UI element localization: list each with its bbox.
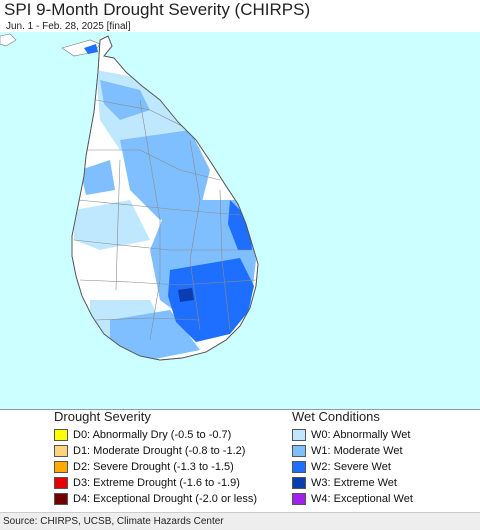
legend-item-d4: D4: Exceptional Drought (-2.0 or less)	[54, 491, 257, 507]
legend-label: D3: Extreme Drought (-1.6 to -1.9)	[73, 477, 240, 489]
legend: Drought Severity D0: Abnormally Dry (-0.…	[0, 409, 480, 512]
legend-label: W0: Abnormally Wet	[311, 429, 411, 441]
wet-anomaly-layer	[74, 70, 256, 360]
wet-legend: Wet Conditions W0: Abnormally Wet W1: Mo…	[292, 409, 413, 507]
swatch-w3	[292, 477, 306, 489]
legend-label: W4: Exceptional Wet	[311, 493, 413, 505]
legend-item-d3: D3: Extreme Drought (-1.6 to -1.9)	[54, 475, 257, 491]
legend-label: W1: Moderate Wet	[311, 445, 403, 457]
legend-item-w4: W4: Exceptional Wet	[292, 491, 413, 507]
legend-label: D2: Severe Drought (-1.3 to -1.5)	[73, 461, 234, 473]
legend-label: D1: Moderate Drought (-0.8 to -1.2)	[73, 445, 246, 457]
swatch-d0	[54, 429, 68, 441]
district-borders	[73, 99, 257, 341]
swatch-w1	[292, 445, 306, 457]
india-coast	[0, 33, 17, 47]
drought-legend-heading: Drought Severity	[54, 409, 151, 424]
sri-lanka-map	[0, 32, 480, 409]
legend-label: D0: Abnormally Dry (-0.5 to -0.7)	[73, 429, 232, 441]
swatch-d2	[54, 461, 68, 473]
legend-item-w2: W2: Severe Wet	[292, 459, 413, 475]
swatch-d3	[54, 477, 68, 489]
legend-item-d2: D2: Severe Drought (-1.3 to -1.5)	[54, 459, 257, 475]
drought-legend: Drought Severity D0: Abnormally Dry (-0.…	[54, 409, 257, 507]
map-panel	[0, 32, 480, 410]
legend-item-w1: W1: Moderate Wet	[292, 443, 413, 459]
swatch-w0	[292, 429, 306, 441]
map-subtitle: Jun. 1 - Feb. 28, 2025 [final]	[6, 21, 131, 32]
swatch-d4	[54, 493, 68, 505]
wet-patch-north	[84, 44, 98, 54]
legend-item-w0: W0: Abnormally Wet	[292, 427, 413, 443]
legend-item-w3: W3: Extreme Wet	[292, 475, 413, 491]
legend-label: W2: Severe Wet	[311, 461, 391, 473]
map-title: SPI 9-Month Drought Severity (CHIRPS)	[4, 0, 311, 19]
source-footer: Source: CHIRPS, UCSB, Climate Hazards Ce…	[0, 512, 480, 530]
swatch-d1	[54, 445, 68, 457]
legend-item-d1: D1: Moderate Drought (-0.8 to -1.2)	[54, 443, 257, 459]
wet-legend-heading: Wet Conditions	[292, 409, 380, 424]
swatch-w4	[292, 493, 306, 505]
legend-label: W3: Extreme Wet	[311, 477, 397, 489]
swatch-w2	[292, 461, 306, 473]
legend-label: D4: Exceptional Drought (-2.0 or less)	[73, 493, 258, 505]
legend-item-d0: D0: Abnormally Dry (-0.5 to -0.7)	[54, 427, 257, 443]
